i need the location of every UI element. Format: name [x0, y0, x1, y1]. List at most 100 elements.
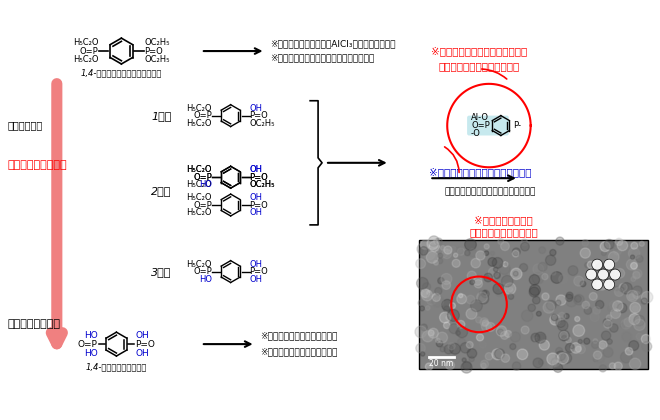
Circle shape — [473, 277, 482, 285]
Circle shape — [610, 324, 618, 332]
Circle shape — [570, 344, 574, 349]
Circle shape — [500, 283, 508, 291]
Circle shape — [418, 300, 424, 306]
Circle shape — [558, 312, 566, 320]
Circle shape — [467, 341, 473, 348]
Circle shape — [477, 292, 487, 303]
Circle shape — [633, 291, 640, 299]
Text: H₅C₂O: H₅C₂O — [186, 260, 212, 269]
Circle shape — [436, 338, 440, 343]
Circle shape — [478, 294, 489, 304]
Circle shape — [612, 276, 617, 281]
Circle shape — [610, 269, 620, 280]
Circle shape — [485, 353, 493, 360]
Circle shape — [592, 279, 603, 290]
Circle shape — [426, 291, 431, 295]
Circle shape — [519, 263, 527, 272]
Text: HO: HO — [199, 180, 212, 189]
Circle shape — [435, 288, 442, 294]
Text: P=O: P=O — [249, 111, 268, 120]
Circle shape — [631, 277, 636, 281]
Circle shape — [604, 259, 614, 270]
Circle shape — [551, 270, 556, 275]
Circle shape — [420, 306, 424, 311]
Text: P=O: P=O — [249, 267, 268, 276]
Circle shape — [422, 283, 430, 291]
Circle shape — [444, 345, 453, 354]
Circle shape — [627, 290, 638, 302]
Circle shape — [521, 239, 527, 246]
Text: 塩酸中で還流: 塩酸中で還流 — [7, 121, 42, 131]
Circle shape — [449, 344, 461, 354]
Circle shape — [441, 246, 445, 250]
Circle shape — [504, 282, 512, 290]
Circle shape — [420, 324, 427, 331]
Circle shape — [529, 284, 541, 295]
Text: H₅C₂O: H₅C₂O — [73, 38, 98, 47]
Circle shape — [533, 358, 543, 368]
Circle shape — [467, 349, 477, 358]
Circle shape — [560, 331, 568, 339]
Text: H₅C₂O: H₅C₂O — [186, 193, 212, 202]
Circle shape — [566, 344, 574, 352]
Circle shape — [428, 330, 434, 336]
Circle shape — [547, 360, 556, 368]
Circle shape — [440, 312, 450, 323]
Text: P-: P- — [513, 121, 521, 130]
Text: O=P: O=P — [80, 47, 98, 55]
Circle shape — [589, 292, 597, 300]
Circle shape — [628, 248, 640, 259]
Text: ※急速に固化してしまい溶液調整すら困難: ※急速に固化してしまい溶液調整すら困難 — [271, 53, 375, 63]
Circle shape — [498, 239, 504, 244]
Circle shape — [633, 272, 640, 279]
Circle shape — [537, 311, 541, 316]
Circle shape — [465, 250, 470, 256]
Circle shape — [462, 358, 466, 362]
Circle shape — [603, 318, 611, 326]
Circle shape — [466, 308, 477, 319]
Text: -O: -O — [471, 129, 481, 138]
Circle shape — [432, 293, 440, 302]
FancyBboxPatch shape — [467, 116, 509, 136]
Circle shape — [601, 331, 610, 340]
Circle shape — [508, 294, 513, 299]
Circle shape — [417, 243, 429, 255]
Circle shape — [517, 349, 528, 360]
Circle shape — [629, 313, 640, 325]
Circle shape — [622, 332, 632, 342]
Circle shape — [511, 268, 522, 279]
Circle shape — [551, 358, 560, 367]
Circle shape — [625, 347, 633, 355]
Circle shape — [562, 336, 567, 341]
Circle shape — [559, 275, 568, 284]
Circle shape — [593, 307, 601, 314]
Circle shape — [434, 239, 439, 244]
Circle shape — [642, 334, 651, 344]
Circle shape — [620, 323, 625, 328]
Circle shape — [622, 284, 628, 291]
Circle shape — [416, 259, 426, 268]
Circle shape — [593, 339, 598, 344]
Circle shape — [457, 294, 467, 304]
Text: H₅C₂O: H₅C₂O — [186, 165, 212, 174]
Circle shape — [566, 292, 573, 299]
Text: OH: OH — [249, 165, 263, 174]
Circle shape — [580, 281, 586, 287]
Circle shape — [444, 322, 450, 328]
Circle shape — [585, 262, 590, 268]
Circle shape — [543, 302, 554, 313]
Circle shape — [556, 318, 565, 327]
Circle shape — [546, 255, 556, 265]
Circle shape — [481, 363, 486, 368]
Circle shape — [481, 290, 489, 298]
Circle shape — [609, 363, 616, 369]
Circle shape — [556, 347, 562, 354]
Circle shape — [546, 300, 556, 310]
Circle shape — [486, 298, 492, 304]
Text: 2置換: 2置換 — [151, 186, 172, 196]
Circle shape — [490, 251, 494, 255]
Circle shape — [533, 297, 540, 304]
Circle shape — [551, 272, 562, 284]
Circle shape — [599, 343, 605, 349]
Circle shape — [427, 296, 436, 305]
